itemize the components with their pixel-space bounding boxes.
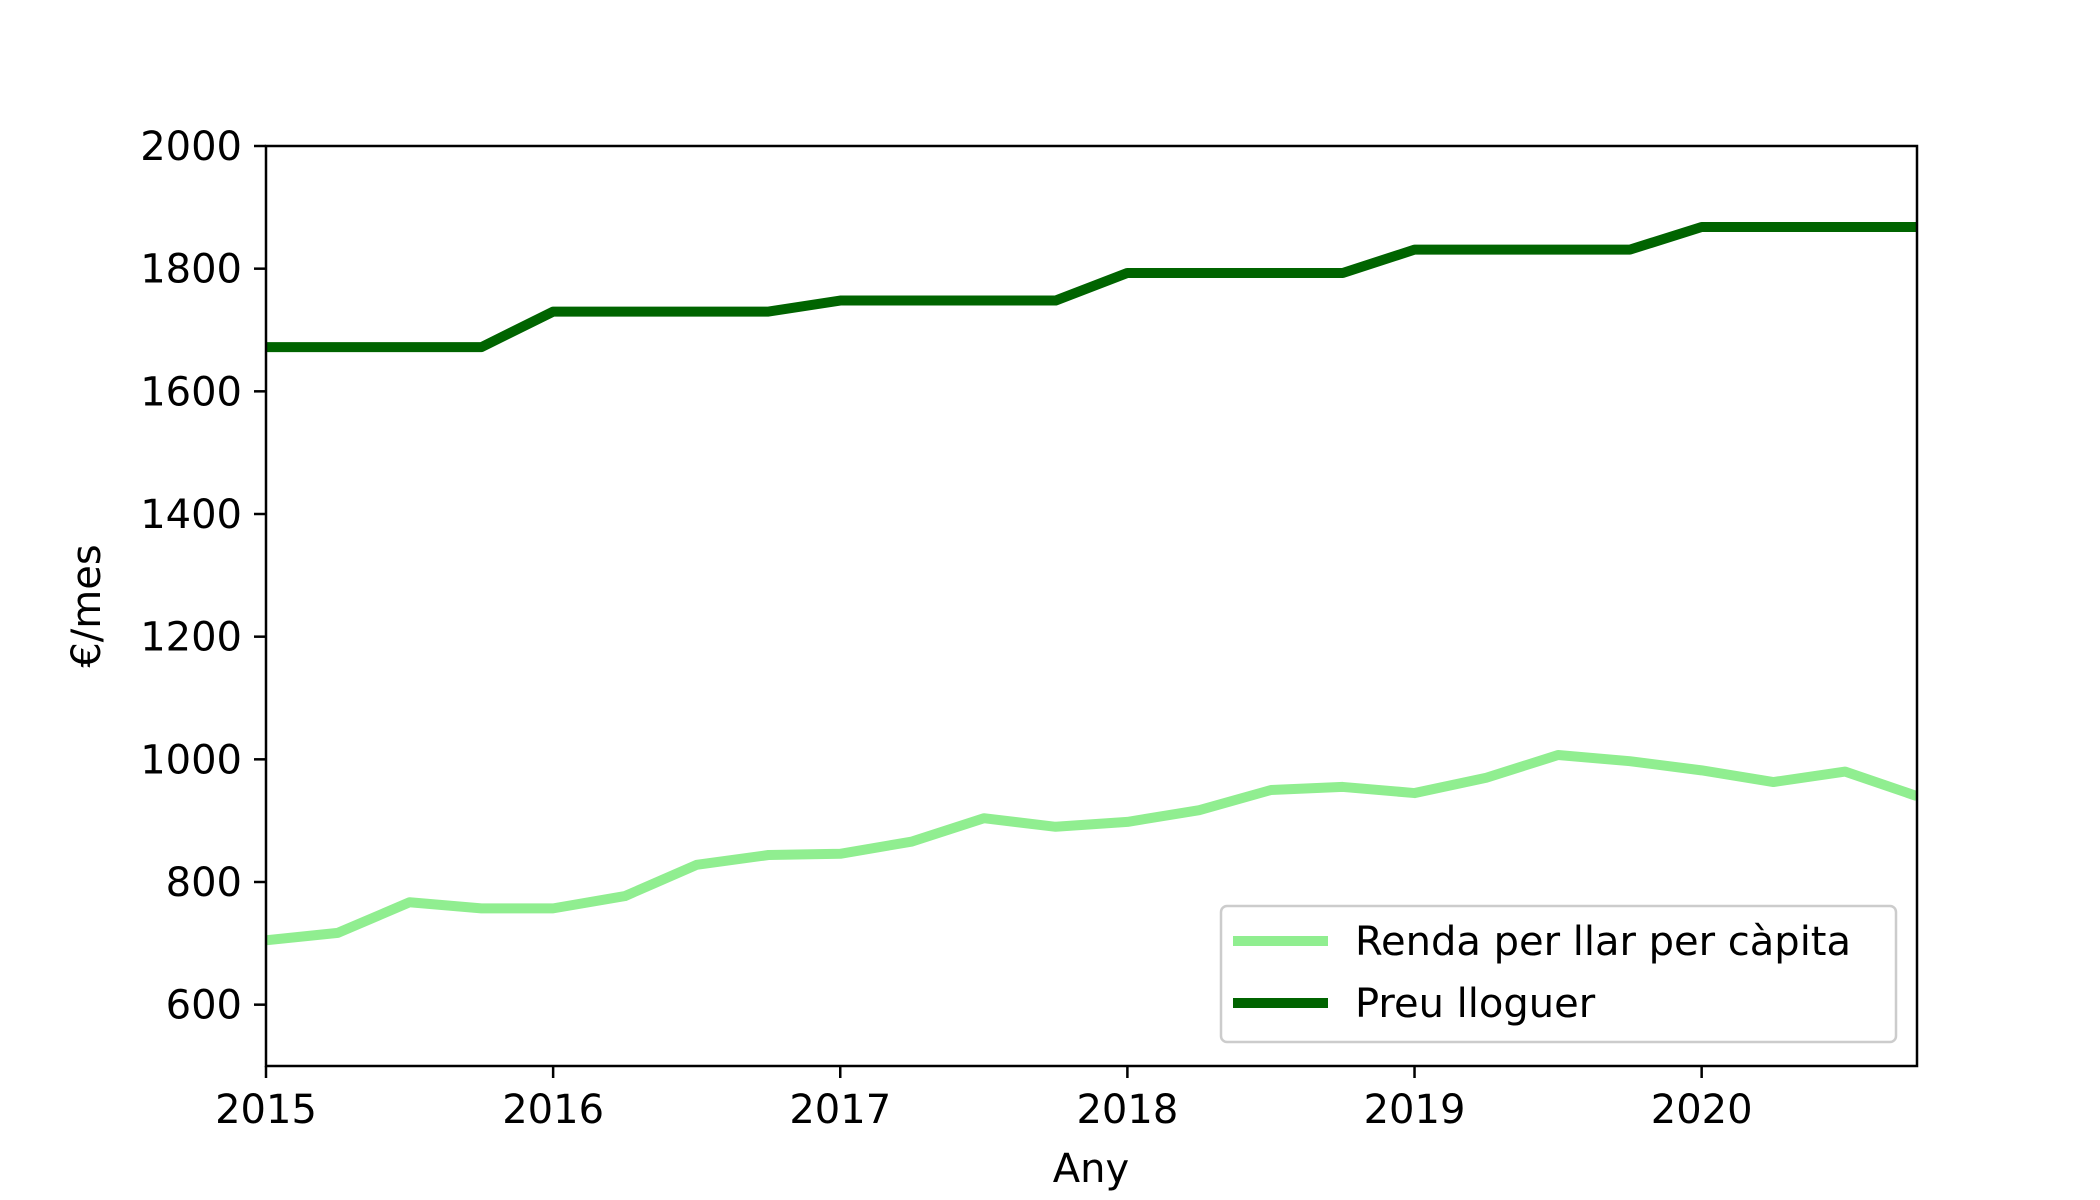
- y-tick-label: 1600: [140, 369, 242, 415]
- legend-box: [1219, 904, 1898, 1044]
- x-axis: 2015 2016 2017 2018 2019 2020: [215, 1066, 1753, 1133]
- y-tick-label: 1200: [140, 615, 242, 661]
- x-tick-label: 2015: [215, 1087, 317, 1133]
- x-tick-label: 2019: [1364, 1087, 1466, 1133]
- legend-label-preu: Preu lloguer: [1355, 981, 1596, 1027]
- y-tick-label: 600: [166, 983, 242, 1029]
- series-line-1: [266, 221, 1917, 353]
- x-tick-label: 2016: [502, 1087, 604, 1133]
- y-tick-label: 800: [166, 860, 242, 906]
- legend: Renda per llar per càpita Preu lloguer: [1219, 904, 1898, 1044]
- y-tick-label: 1800: [140, 247, 242, 293]
- x-axis-label: Any: [1053, 1146, 1129, 1192]
- y-tick-label: 1400: [140, 492, 242, 538]
- legend-label-renda: Renda per llar per càpita: [1355, 919, 1851, 965]
- y-tick-label: 2000: [140, 124, 242, 170]
- x-tick-label: 2018: [1076, 1087, 1178, 1133]
- y-tick-label: 1000: [140, 737, 242, 783]
- series-line-0: [266, 750, 1917, 946]
- x-tick-label: 2020: [1651, 1087, 1753, 1133]
- y-axis: 600 800 1000 1200 1400 1600 1800 2000: [140, 124, 266, 1029]
- plot-frame: [264, 144, 1919, 1068]
- series-layer: [266, 221, 1917, 946]
- x-tick-label: 2017: [789, 1087, 891, 1133]
- y-axis-label: €/mes: [64, 544, 110, 667]
